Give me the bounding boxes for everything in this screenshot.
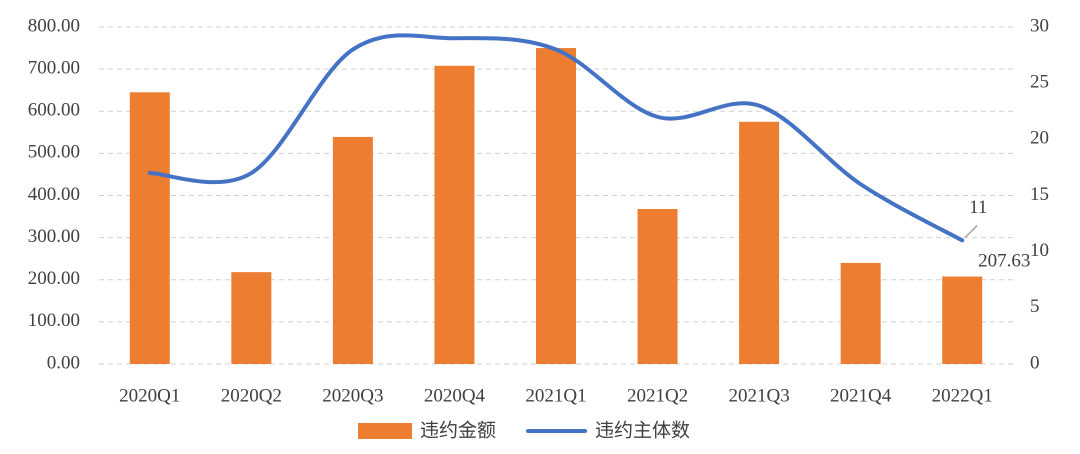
bar — [840, 262, 881, 364]
line — [147, 33, 965, 243]
legend-swatch — [358, 423, 412, 439]
bar — [231, 272, 272, 364]
x-tick-label: 2021Q2 — [627, 385, 688, 406]
x-tick-label: 2020Q3 — [322, 385, 383, 406]
x-tick-label: 2020Q4 — [424, 385, 486, 406]
y-tick-label: 100.00 — [28, 310, 80, 331]
line-value-label: 11 — [969, 197, 987, 218]
x-tick-label: 2021Q1 — [525, 385, 586, 406]
x-tick-label: 2022Q1 — [932, 385, 993, 406]
bar — [739, 121, 780, 364]
x-tick-label: 2021Q3 — [728, 385, 789, 406]
bar — [942, 276, 983, 364]
y2-tick-label: 15 — [1030, 184, 1049, 205]
bar — [332, 136, 373, 364]
bar — [536, 48, 576, 364]
leader-line — [964, 224, 978, 238]
y-tick-label: 300.00 — [28, 226, 80, 247]
y-tick-label: 700.00 — [28, 57, 80, 78]
y2-tick-label: 20 — [1030, 128, 1049, 149]
bar — [637, 208, 678, 364]
x-tick-label: 2020Q1 — [119, 385, 180, 406]
bar — [434, 65, 475, 364]
y2-tick-label: 10 — [1030, 240, 1049, 261]
y2-tick-label: 30 — [1030, 15, 1049, 36]
legend-label: 违约主体数 — [595, 419, 690, 441]
bar-value-label: 207.63 — [978, 250, 1030, 271]
y-tick-label: 800.00 — [28, 15, 80, 36]
x-tick-label: 2021Q4 — [830, 385, 892, 406]
y-tick-label: 400.00 — [28, 184, 80, 205]
x-tick-label: 2020Q2 — [221, 385, 282, 406]
y-tick-label: 0.00 — [47, 352, 80, 373]
y2-tick-label: 25 — [1030, 72, 1049, 93]
y2-tick-label: 5 — [1030, 296, 1040, 317]
y-tick-label: 500.00 — [28, 142, 80, 163]
y-tick-label: 200.00 — [28, 268, 80, 289]
y-tick-label: 600.00 — [28, 100, 80, 121]
legend-label: 违约金额 — [420, 419, 496, 441]
bar — [129, 92, 170, 364]
y2-tick-label: 0 — [1030, 352, 1040, 373]
